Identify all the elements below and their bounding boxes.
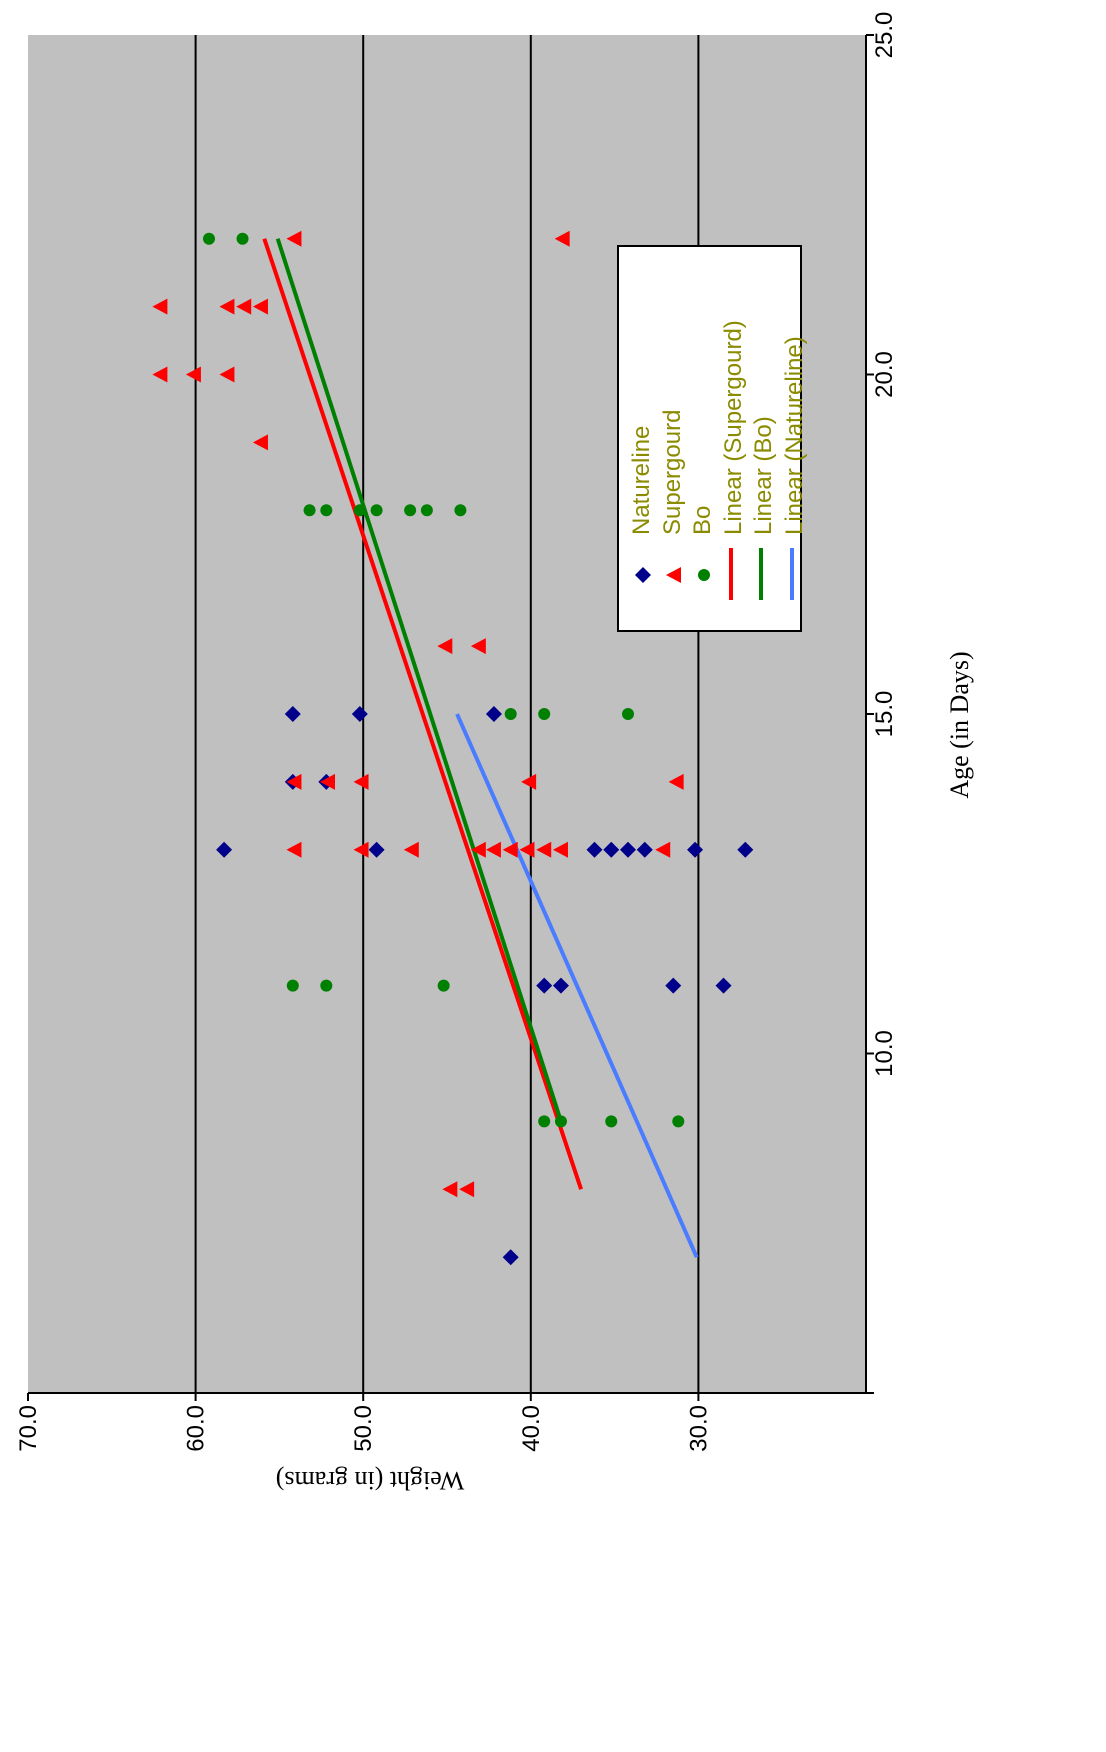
data-point [404,504,417,517]
data-point [519,841,535,858]
legend-label: Bo [689,506,716,535]
data-point [485,841,501,858]
x-tick-label: 15.0 [871,691,898,738]
data-point [152,298,168,315]
data-point [504,708,517,720]
data-point [185,366,201,383]
data-point [538,708,551,720]
data-point [485,706,502,722]
data-point [370,504,383,517]
data-point [320,504,333,517]
y-tick-label: 40.0 [518,1405,545,1452]
data-point [538,1115,551,1128]
y-tick-label: 30.0 [685,1405,712,1452]
data-point [252,298,268,315]
data-point [502,841,518,858]
data-point [152,366,168,383]
data-point [368,841,385,858]
data-point [459,1181,475,1198]
legend-label: Linear (Supergourd) [720,320,747,535]
y-tick-label: 60.0 [183,1405,210,1452]
data-point [286,230,302,247]
data-point [236,298,252,315]
data-point [668,773,684,790]
data-point [286,979,299,992]
data-point [403,841,419,858]
data-point [521,773,537,790]
y-tick-label: 50.0 [350,1405,377,1452]
data-point [536,977,553,994]
data-point [687,841,704,858]
data-point [203,232,216,245]
data-point [554,1115,567,1128]
data-points [152,230,754,1266]
legend: Natureline Supergourd Bo Linear (Supergourd… [617,245,808,632]
data-point [252,434,268,451]
legend-label: Supergourd [659,410,686,535]
data-point [284,706,301,722]
data-point [437,638,453,655]
data-point [454,504,467,517]
legend-marker [698,569,710,581]
data-point [320,979,333,992]
legend-label: Linear (Bo) [750,416,777,535]
data-point [737,841,754,858]
data-point [236,232,249,245]
x-axis-title: Age (in Days) [945,651,974,798]
data-point [286,773,302,790]
legend-box [617,245,802,632]
data-point [620,841,637,858]
y-tick-label: 70.0 [15,1405,42,1452]
data-point [605,1115,618,1128]
data-point [622,708,635,720]
data-point [502,1249,519,1266]
y-axis-title: Weight (in grams) [276,1466,465,1495]
x-tick-label: 25.0 [871,12,898,59]
data-point [715,977,732,994]
trendline [275,238,563,1123]
data-point [442,1181,458,1198]
x-tick-label: 10.0 [871,1030,898,1077]
data-point [320,773,336,790]
data-point [216,841,233,858]
trendline [262,238,583,1190]
data-point [351,706,368,722]
data-point [554,230,570,247]
legend-label: Natureline [628,426,655,535]
data-point [536,841,552,858]
data-point [303,504,316,517]
data-point [219,298,235,315]
data-point [286,841,302,858]
data-point [665,977,682,994]
data-point [353,504,366,517]
x-tick-label: 20.0 [871,351,898,398]
trendlines [262,238,699,1259]
axes: 30.0 40.0 50.0 60.0 70.0 10.0 15.0 20.0 25.0 Age … [15,12,974,1495]
data-point [437,979,450,992]
data-point [655,841,671,858]
data-point [353,841,369,858]
data-point [420,504,433,517]
legend-marker [666,567,681,583]
data-point [470,841,486,858]
data-point [586,841,603,858]
data-point [470,638,486,655]
data-point [219,366,235,383]
data-point [353,773,369,790]
legend-marker [635,567,651,583]
data-point [636,841,653,858]
trendline [455,713,699,1259]
legend-label: Linear (Natureline) [781,336,808,535]
data-point [603,841,620,858]
data-point [672,1115,685,1128]
data-point [552,977,569,994]
data-point [552,841,568,858]
